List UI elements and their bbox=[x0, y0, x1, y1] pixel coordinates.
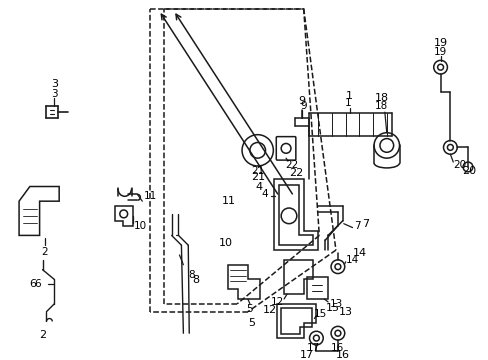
Text: 22: 22 bbox=[285, 160, 298, 170]
Text: 1: 1 bbox=[344, 98, 350, 108]
Text: 10: 10 bbox=[134, 221, 146, 231]
Text: 13: 13 bbox=[328, 299, 342, 309]
Text: 7: 7 bbox=[361, 219, 368, 229]
Text: 4: 4 bbox=[255, 181, 262, 192]
Text: 18: 18 bbox=[374, 101, 388, 111]
Text: 8: 8 bbox=[192, 275, 199, 285]
Text: 20: 20 bbox=[461, 166, 475, 176]
Text: 10: 10 bbox=[218, 238, 232, 248]
Text: 3: 3 bbox=[51, 79, 58, 89]
Text: 9: 9 bbox=[298, 96, 305, 107]
Text: 5: 5 bbox=[248, 319, 255, 328]
Text: 20: 20 bbox=[453, 160, 466, 170]
Text: 6: 6 bbox=[29, 279, 36, 289]
Text: 11: 11 bbox=[221, 196, 235, 206]
Text: 6: 6 bbox=[34, 279, 41, 289]
Text: 12: 12 bbox=[262, 305, 276, 315]
Text: 22: 22 bbox=[288, 168, 303, 178]
Text: 1: 1 bbox=[346, 91, 352, 100]
Text: 15: 15 bbox=[325, 303, 339, 313]
Text: 2: 2 bbox=[39, 330, 46, 340]
Text: 5: 5 bbox=[246, 304, 253, 314]
Text: 15: 15 bbox=[313, 309, 326, 319]
Text: 11: 11 bbox=[143, 191, 157, 201]
Text: 21: 21 bbox=[250, 172, 264, 182]
Text: 17: 17 bbox=[306, 343, 320, 353]
Text: 14: 14 bbox=[352, 248, 366, 258]
Text: 21: 21 bbox=[250, 166, 264, 176]
Text: 17: 17 bbox=[299, 350, 313, 360]
Text: 13: 13 bbox=[338, 307, 352, 317]
Text: 8: 8 bbox=[187, 270, 194, 279]
Text: 4: 4 bbox=[261, 189, 267, 199]
Text: 19: 19 bbox=[433, 38, 447, 48]
Text: 7: 7 bbox=[353, 221, 360, 231]
Text: 3: 3 bbox=[51, 89, 58, 99]
Text: 2: 2 bbox=[41, 247, 48, 257]
Text: 12: 12 bbox=[270, 297, 284, 307]
Text: 16: 16 bbox=[330, 343, 344, 353]
Text: 18: 18 bbox=[374, 93, 388, 103]
Text: 9: 9 bbox=[300, 101, 306, 111]
Text: 16: 16 bbox=[335, 350, 349, 360]
Text: 14: 14 bbox=[345, 255, 359, 265]
Text: 19: 19 bbox=[433, 46, 447, 57]
